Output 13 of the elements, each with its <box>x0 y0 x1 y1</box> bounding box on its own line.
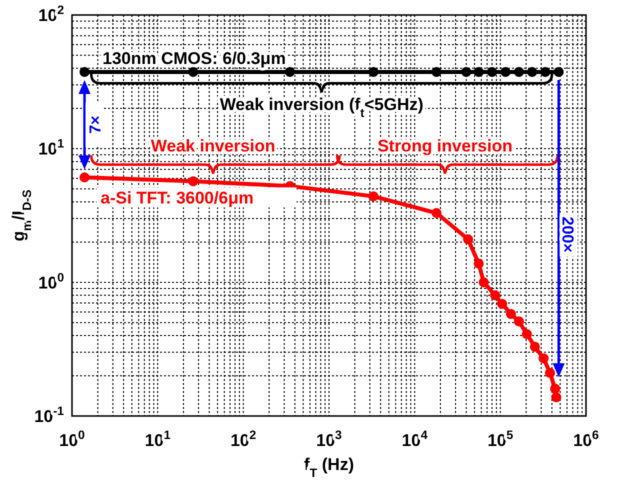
annotation: Strong inversion <box>377 136 513 156</box>
x-tick-label: 10$^{5}$ <box>487 428 514 450</box>
y-tick-label: 10$^{-1}$ <box>34 404 64 426</box>
y-tick-label: 10$^{0}$ <box>38 270 64 292</box>
annotation: Weak inversion (f$_{t}$<5GHz) <box>220 94 424 120</box>
series-label: a-Si TFT: 3600/6μm <box>100 188 254 208</box>
annotation: Weak inversion <box>150 136 276 156</box>
annotation: 7× <box>88 116 105 134</box>
annotation: 200× <box>558 216 576 253</box>
x-tick-label: 10$^{0}$ <box>59 428 86 450</box>
x-tick-label: 10$^{6}$ <box>573 428 600 450</box>
y-tick-label: 10$^{1}$ <box>38 136 64 159</box>
x-tick-label: 10$^{1}$ <box>144 428 171 450</box>
